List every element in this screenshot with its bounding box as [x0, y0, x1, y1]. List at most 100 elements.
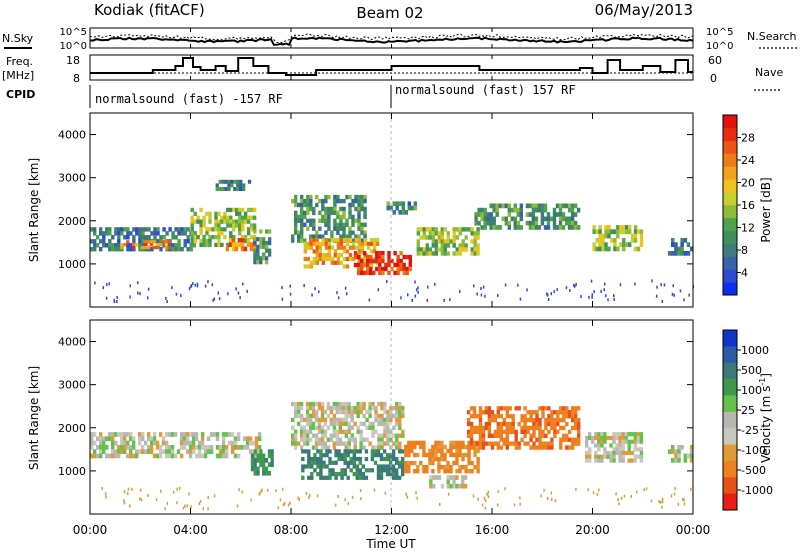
- heatmap-cell: [595, 229, 599, 235]
- colorbar-swatch: [723, 444, 737, 462]
- heatmap-cell: [505, 414, 509, 419]
- heatmap-cell: [141, 227, 145, 232]
- heatmap-cell: [171, 231, 175, 236]
- heatmap-cell: [267, 488, 269, 492]
- heatmap-cell: [149, 440, 154, 446]
- heatmap-cell: [404, 469, 408, 474]
- heatmap-cell: [243, 211, 248, 216]
- heatmap-cell: [177, 239, 181, 244]
- heatmap-cell: [249, 246, 254, 252]
- heatmap-cell: [190, 207, 194, 213]
- heatmap-cell: [407, 465, 411, 470]
- heatmap-cell: [313, 460, 317, 465]
- heatmap-cell: [473, 247, 477, 252]
- velocity-colorbar-label-sup: -1: [758, 378, 767, 386]
- heatmap-cell: [344, 498, 346, 502]
- heatmap-cell: [339, 198, 343, 204]
- heatmap-cell: [324, 222, 328, 227]
- heatmap-cell: [671, 292, 674, 296]
- heatmap-cell: [221, 440, 226, 446]
- heatmap-cell: [413, 444, 417, 450]
- heatmap-cell: [673, 293, 675, 297]
- heatmap-cell: [432, 475, 436, 480]
- heatmap-cell: [371, 425, 375, 430]
- heatmap-cell: [592, 491, 595, 495]
- heatmap-cell: [592, 242, 596, 247]
- heatmap-cell: [389, 437, 393, 442]
- heatmap-cell: [297, 238, 301, 243]
- heatmap-cell: [443, 239, 447, 244]
- heatmap-cell: [407, 460, 411, 466]
- heatmap-cell: [508, 406, 512, 411]
- heatmap-cell: [141, 243, 145, 248]
- heatmap-cell: [413, 452, 417, 458]
- heatmap-cell: [541, 441, 545, 446]
- heatmap-cell: [464, 243, 468, 248]
- heatmap-cell: [585, 435, 589, 441]
- heatmap-cell: [247, 179, 252, 184]
- heatmap-cell: [476, 444, 480, 450]
- heatmap-cell: [291, 441, 295, 446]
- heatmap-cell: [301, 449, 305, 454]
- heatmap-cell: [152, 440, 157, 446]
- heatmap-cell: [317, 441, 322, 446]
- heatmap-cell: [495, 207, 499, 213]
- heatmap-cell: [538, 406, 542, 411]
- heatmap-cell: [230, 183, 234, 188]
- heatmap-cell: [504, 203, 508, 209]
- heatmap-cell: [616, 225, 620, 230]
- heatmap-cell: [615, 443, 619, 448]
- heatmap-cell: [348, 194, 352, 200]
- heatmap-cell: [554, 499, 557, 503]
- heatmap-cell: [188, 440, 193, 446]
- heatmap-cell: [434, 243, 438, 248]
- heatmap-cell: [623, 494, 626, 498]
- heatmap-cell: [327, 222, 331, 227]
- heatmap-cell: [313, 453, 317, 458]
- heatmap-cell: [470, 469, 474, 474]
- heatmap-cell: [422, 440, 426, 446]
- heatmap-cell: [294, 429, 298, 434]
- heatmap-cell: [417, 290, 419, 294]
- heatmap-cell: [352, 453, 356, 458]
- heatmap-cell: [630, 450, 634, 456]
- heatmap-cell: [528, 220, 533, 226]
- heatmap-cell: [360, 245, 365, 250]
- heatmap-cell: [166, 300, 168, 303]
- heatmap-cell: [99, 453, 103, 459]
- heatmap-cell: [289, 284, 291, 288]
- heatmap-cell: [259, 240, 263, 246]
- heatmap-cell: [615, 435, 619, 441]
- heatmap-cell: [129, 449, 133, 454]
- heatmap-cell: [336, 198, 340, 204]
- heatmap-cell: [156, 227, 160, 232]
- heatmap-cell: [525, 220, 530, 226]
- heatmap-cell: [297, 405, 301, 411]
- heatmap-cell: [398, 460, 402, 465]
- heatmap-cell: [316, 472, 320, 477]
- heatmap-cell: [446, 243, 450, 248]
- heatmap-cell: [547, 298, 550, 301]
- colorbar-swatch: [723, 362, 737, 380]
- heatmap-cell: [437, 235, 441, 240]
- heatmap-cell: [534, 203, 539, 209]
- heatmap-cell: [113, 298, 115, 302]
- heatmap-cell: [339, 214, 343, 220]
- heatmap-cell: [188, 449, 193, 454]
- heatmap-cell: [600, 443, 604, 448]
- heatmap-cell: [507, 203, 511, 209]
- heatmap-cell: [348, 230, 352, 235]
- heatmap-cell: [102, 440, 106, 446]
- colorbar-tick-label: 500: [741, 364, 762, 377]
- heatmap-cell: [238, 207, 242, 213]
- heatmap-cell: [312, 256, 316, 262]
- heatmap-cell: [517, 421, 521, 427]
- heatmap-cell: [535, 418, 539, 423]
- heatmap-cell: [633, 238, 638, 243]
- heatmap-cell: [386, 409, 390, 415]
- heatmap-cell: [413, 469, 417, 474]
- heatmap-cell: [183, 243, 187, 248]
- heatmap-cell: [565, 286, 568, 290]
- heatmap-cell: [398, 401, 402, 407]
- heatmap-cell: [398, 433, 402, 438]
